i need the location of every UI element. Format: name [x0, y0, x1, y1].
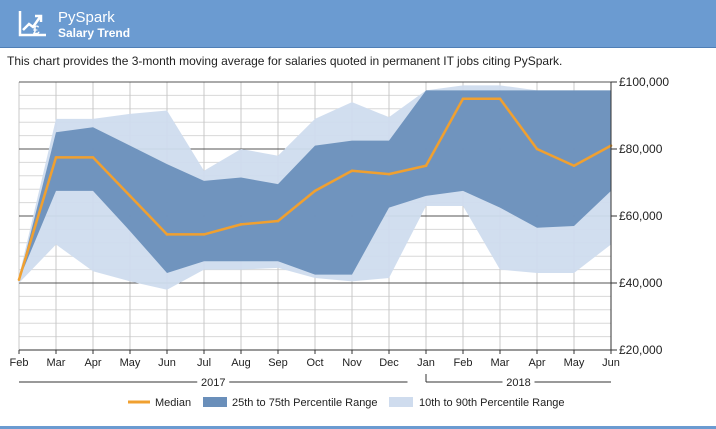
year-label: 2017 [201, 377, 225, 389]
x-tick-label: Aug [231, 357, 251, 369]
year-label: 2018 [506, 377, 530, 389]
x-tick-label: Feb [454, 357, 473, 369]
x-tick-label: Jan [417, 357, 435, 369]
x-tick-label: Apr [528, 357, 545, 369]
x-tick-label: Apr [84, 357, 101, 369]
y-tick-label: £100,000 [619, 75, 669, 89]
trend-chart-pound-icon: £ [18, 11, 46, 37]
legend-label: Median [155, 397, 191, 409]
median-point [498, 97, 502, 101]
median-point [387, 172, 391, 176]
median-point [91, 156, 95, 159]
chart-description: This chart provides the 3-month moving a… [7, 54, 563, 68]
x-tick-label: Jun [158, 357, 176, 369]
header-bar: £ PySpark Salary Trend [0, 0, 716, 48]
x-tick-label: Mar [491, 357, 510, 369]
median-point [239, 223, 243, 226]
chart-axes: £20,000 £40,000 £60,000 £80,000 £100,000 Feb M… [10, 75, 670, 389]
median-point [276, 219, 280, 223]
median-point [202, 233, 206, 236]
chart-median-layer [17, 97, 613, 281]
x-tick-label: May [564, 357, 585, 369]
x-tick-label: Mar [47, 357, 66, 369]
median-point [535, 147, 539, 151]
x-tick-label: Nov [342, 357, 362, 369]
legend-label: 10th to 90th Percentile Range [419, 397, 565, 409]
x-tick-label: Oct [306, 357, 323, 369]
x-tick-label: Dec [379, 357, 399, 369]
median-point [128, 194, 132, 198]
median-point [572, 164, 576, 168]
median-point [54, 156, 58, 159]
bottom-rule [0, 426, 716, 429]
page-title: PySpark [58, 9, 115, 26]
median-point [424, 164, 428, 168]
x-tick-label: Jul [197, 357, 211, 369]
y-tick-label: £60,000 [619, 209, 663, 223]
x-tick-label: Jun [602, 357, 620, 369]
salary-trend-chart: £20,000 £40,000 £60,000 £80,000 £100,000 Feb M… [10, 75, 670, 409]
legend-swatch-band [389, 397, 413, 407]
median-point [165, 233, 169, 236]
x-tick-label: Sep [268, 357, 288, 369]
legend-label: 25th to 75th Percentile Range [232, 397, 378, 409]
page-subtitle: Salary Trend [58, 26, 131, 40]
band-25-75 [19, 90, 611, 280]
svg-text:£: £ [33, 23, 40, 37]
legend-swatch-band [203, 397, 227, 407]
median-point [313, 189, 317, 193]
x-tick-label: Feb [10, 357, 29, 369]
y-tick-label: £20,000 [619, 343, 663, 357]
chart-legend: Median 25th to 75th Percentile Range 10th … [128, 397, 565, 409]
y-tick-label: £80,000 [619, 142, 663, 156]
x-tick-label: May [120, 357, 141, 369]
median-point [17, 278, 21, 281]
median-point [461, 97, 465, 101]
median-point [350, 169, 354, 173]
chart-bands [19, 85, 611, 290]
y-tick-label: £40,000 [619, 276, 663, 290]
